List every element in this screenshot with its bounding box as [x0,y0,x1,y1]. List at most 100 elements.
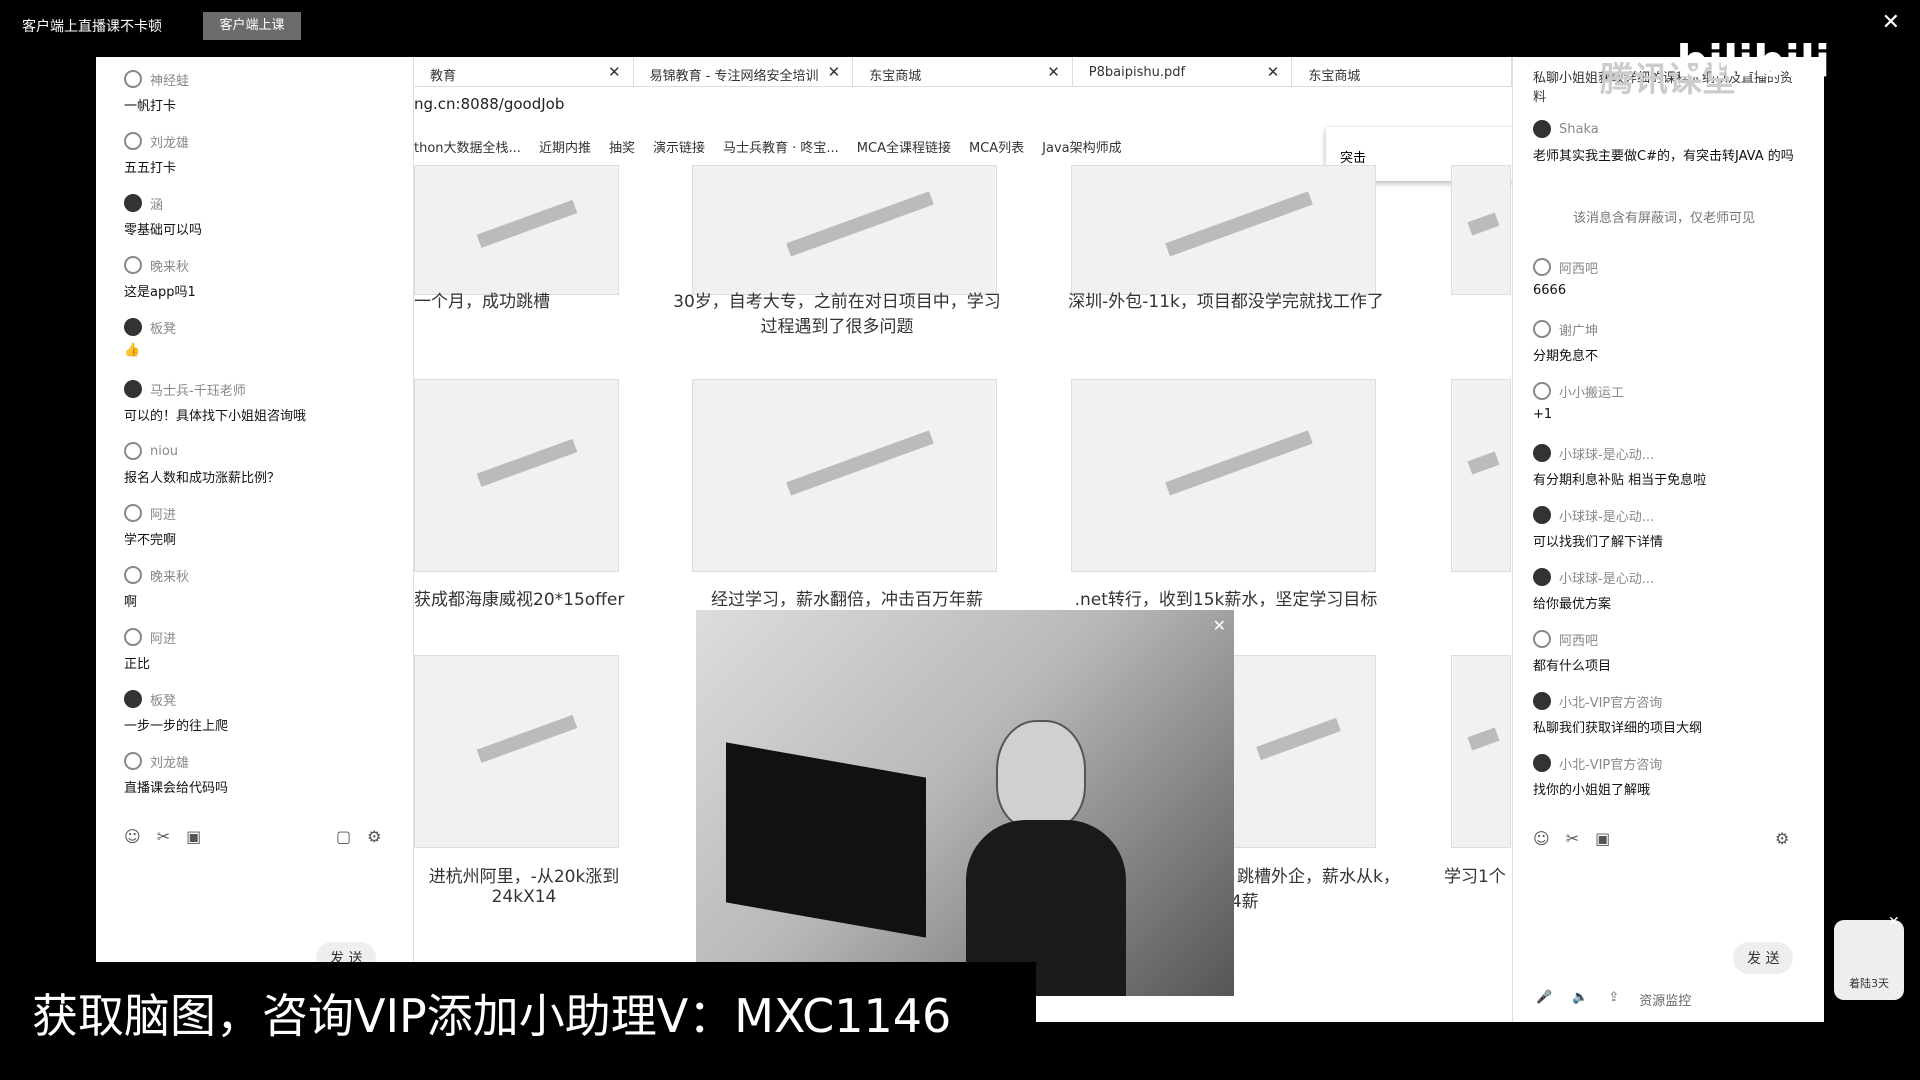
avatar [1533,506,1551,524]
avatar [1533,568,1551,586]
avatar [124,380,142,398]
badge[interactable]: 着陆3天 [1834,920,1904,1000]
close-icon[interactable]: ✕ [1881,10,1900,35]
status-bar: 🎤 🔈 ⇪ 资源监控 [1536,990,1691,1009]
chat-message: 晚来秋 这是app吗1 [124,255,196,300]
chat-message: 小北-VIP官方咨询 私聊我们获取详细的项目大纲 [1533,691,1702,736]
avatar [124,752,142,770]
chat-message: 板凳 一步一步的往上爬 [124,689,228,734]
chat-message: 小球球-是心动... 有分期利息补贴 相当于免息啦 [1533,443,1706,488]
send-button[interactable]: 发 送 [1733,942,1794,974]
testimonial-card[interactable] [1071,165,1376,295]
testimonial-card[interactable] [692,379,997,572]
scissors-icon[interactable]: ✂ [156,827,171,846]
tab-5[interactable]: 东宝商城 [1292,57,1512,86]
testimonial-card[interactable] [1451,165,1511,295]
chat-message: 刘龙雄 直播课会给代码吗 [124,751,228,796]
instructor-figure [966,720,1126,996]
share-icon[interactable]: ⇪ [1608,990,1620,1005]
avatar [124,318,142,336]
monitor-shape [726,742,926,938]
avatar [1533,320,1551,338]
chat-message: 涵零基础可以吗 [124,193,202,238]
chat-message: 小球球-是心动... 给你最优方案 [1533,567,1654,612]
card-caption: .net转行，收到15k薪水，坚定学习目标 [1074,590,1378,610]
chat-message: 阿西吧 都有什么项目 [1533,629,1611,674]
top-title: 客户端上直播课不卡顿 [22,19,162,35]
close-tab-icon[interactable]: ✕ [1047,63,1060,81]
avatar [124,442,142,460]
close-tab-icon[interactable]: ✕ [827,63,841,81]
bookmark[interactable]: thon大数据全栈... [414,141,521,156]
chat-message: 小小搬运工 +1 [1533,381,1624,422]
card-caption: 月跳槽外企，薪水从k，14薪 [1220,867,1400,912]
close-tab-icon[interactable]: ✕ [1266,63,1280,81]
testimonial-card[interactable] [1451,655,1511,848]
settings-icon[interactable]: ⚙ [1775,829,1790,848]
right-chat-panel: 私聊小姐姐获取详细的课程大纲以及直播的资料 Shaka 老师其实我主要做C#的，有… [1512,57,1824,1022]
chat-toolbar-right: ⚙ [1775,829,1789,848]
bookmark[interactable]: 近期内推 [538,141,591,156]
avatar [1533,120,1551,138]
bookmark[interactable]: 演示链接 [652,141,705,156]
card-caption: 经过学习，薪水翻倍，冲击百万年薪 [711,590,983,610]
close-icon[interactable]: ✕ [1212,616,1226,635]
card-caption: 获成都海康威视20*15offer [414,590,625,610]
tab-1[interactable]: 教育 ✕ [414,57,634,86]
image-icon[interactable]: ▣ [1595,829,1611,848]
bookmarks-bar: thon大数据全栈... 近期内推 抽奖 演示链接 马士兵教育 · 咚宝... … [414,137,1122,156]
close-tab-icon[interactable]: ✕ [608,63,621,81]
tab-bar: 教育 ✕ 易锦教育 - 专注网络安全培训 ✕ 东宝商城 ✕ P8baipishu.pd… [414,57,1512,87]
logo: bilibili [1676,36,1830,87]
testimonial-card[interactable] [692,165,997,295]
avatar [124,70,142,88]
chat-message: 阿进 正比 [124,627,176,672]
client-class-button[interactable]: 客户端上课 [203,12,301,40]
avatar [1533,630,1551,648]
chat-message: 晚来秋啊 [124,565,189,610]
avatar [124,132,142,150]
avatar [1533,382,1551,400]
chat-message: Shaka 老师其实我主要做C#的，有突击转JAVA 的吗 [1533,120,1794,164]
bookmark[interactable]: 马士兵教育 · 咚宝... [722,141,839,156]
tab-4[interactable]: P8baipishu.pdf ✕ [1073,57,1293,86]
close-icon[interactable]: ✕ [1888,914,1900,930]
testimonial-card[interactable] [414,655,619,848]
bookmark[interactable]: MCA全课程链接 [856,141,951,156]
testimonial-card[interactable] [1071,379,1376,572]
system-note: 该消息含有屏蔽词，仅老师可见 [1573,211,1756,226]
card-caption: 进杭州阿里，-从20k涨到24kX14 [428,867,620,907]
testimonial-card[interactable] [414,165,619,295]
bookmark[interactable]: Java架构师成 [1042,141,1122,156]
pinned-message: 私聊小姐姐获取详细的课程大纲以及直播的资料 [1533,71,1794,105]
testimonial-card[interactable] [414,379,619,572]
bookmark[interactable]: MCA列表 [968,141,1025,156]
card-caption: 深圳-外包-11k，项目都没学完就找工作了 [1068,292,1384,312]
testimonial-card[interactable] [1451,379,1511,572]
left-chat-panel: 神经蛙 一帆打卡 刘龙雄 五五打卡 涵零基础可以吗 晚来秋 这是app吗1 板凳 👍 马… [96,57,414,1022]
url-bar[interactable]: ng.cn:8088/goodJob [414,95,565,113]
avatar [124,256,142,274]
settings-icon[interactable]: ⚙ [367,827,382,846]
tab-2[interactable]: 易锦教育 - 专注网络安全培训 ✕ [634,57,854,86]
chat-toolbar: ☺ ✂ ▣ [1533,829,1610,848]
image-icon[interactable]: ▣ [186,827,202,846]
card-caption: 一个月，成功跳槽 [414,292,550,312]
speaker-icon[interactable]: 🔈 [1572,990,1589,1005]
emoji-icon[interactable]: ☺ [1533,829,1550,848]
mic-icon[interactable]: 🎤 [1536,990,1553,1005]
avatar [1533,258,1551,276]
instructor-video: ✕ [696,610,1234,996]
screenshot-icon[interactable]: ▢ [336,827,352,846]
chat-message: 谢广坤 分期免息不 [1533,319,1598,364]
chat-message: 神经蛙 一帆打卡 [124,69,189,114]
bookmark[interactable]: 抽奖 [608,141,635,156]
avatar [124,194,142,212]
chat-toolbar-right: ▢ ⚙ [336,827,381,846]
avatar [124,690,142,708]
scissors-icon[interactable]: ✂ [1565,829,1580,848]
banner-text: 获取脑图，咨询VIP添加小助理V：MXC1146 [32,989,952,1043]
emoji-icon[interactable]: ☺ [124,827,141,846]
chat-message: 板凳 👍 [124,317,176,358]
tab-3[interactable]: 东宝商城 ✕ [853,57,1073,86]
